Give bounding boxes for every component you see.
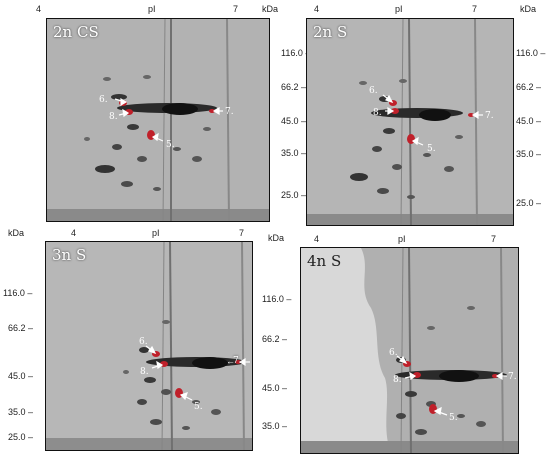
gel-panel-4n-s: 6. 8. 5. 7. 4n S [300,247,519,454]
mw-marker: 35.0 – [262,421,288,431]
mw-marker: 35.0 – [8,407,34,417]
spot-5 [407,134,415,144]
spot-label-6: 6. [389,348,398,358]
mw-marker: 25.0 – [281,190,307,200]
spot-7 [492,374,498,378]
arrow-7: ← [226,356,235,366]
mw-marker: 45.0 – [8,371,34,381]
mw-marker: 25.0 – [8,432,34,442]
panel-title: 2n CS [53,23,99,41]
spot-label-8: 8. [393,375,402,385]
spot-label-5: 5. [194,402,203,412]
mw-marker: 45.0 – [262,383,288,393]
mw-marker: 66.2 – [516,82,542,92]
spot-label-8: 8. [373,108,382,118]
panel3-pi-high: 7 [239,228,245,238]
mw-marker: 66.2 – [262,334,288,344]
gel-panel-2n-cs: 6. 8. 5. 7. 2n CS [46,18,270,222]
panel2-pi-low: 4 [314,4,320,14]
spot-label-5: 5. [427,144,436,154]
spot-7 [209,109,215,113]
panel4-pi-label: pI [398,234,406,244]
spot-label-6: 6. [139,337,148,347]
spot-label-7: 7. [233,356,242,366]
panel-title: 3n S [52,246,87,264]
spot-label-7: 7. [225,107,234,117]
gel-panel-2n-s: 6. 8. 5. 7. 2n S [306,18,514,226]
spot-label-6: 6. [369,86,378,96]
mw-marker: 35.0 – [516,149,542,159]
gel-image: 6. 8. 5. 7. [307,19,513,225]
mw-marker: 116.0 – [516,48,546,58]
panel2-pi-high: 7 [472,4,478,14]
mw-marker: 116.0 – [281,48,311,58]
mw-marker: 116.0 – [3,288,33,298]
spot-label-8: 8. [109,112,118,122]
panel1-pi-low: 4 [36,4,42,14]
panel4-pi-high: 7 [491,234,497,244]
panel4-kda-label: kDa [268,233,285,243]
spot-label-8: 8. [140,367,149,377]
panel4-pi-low: 4 [314,234,320,244]
panel3-pi-label: pI [152,228,160,238]
panel1-kda-label: kDa [262,4,279,14]
mw-marker: 66.2 – [281,82,307,92]
spot-label-6: 6. [99,95,108,105]
mw-marker: 116.0 – [262,294,292,304]
panel2-kda-label: kDa [520,4,537,14]
mw-marker: 25.0 – [516,198,542,208]
spot-7 [235,360,241,364]
panel3-pi-low: 4 [71,228,77,238]
panel-title: 4n S [307,252,342,270]
panel1-pi-high: 7 [233,4,239,14]
mw-marker: 35.0 – [281,148,307,158]
panel2-pi-label: pI [395,4,403,14]
spot-5 [429,404,437,414]
spot-label-7: 7. [485,111,494,121]
mw-marker: 45.0 – [516,116,542,126]
spot-5 [147,130,155,140]
gel-image: 6. 8. 5. [46,242,252,450]
gel-panel-3n-s: 6. 8. 5. 3n S [45,241,253,451]
spot-label-5: 5. [166,140,175,150]
spot-label-5: 5. [449,413,458,423]
panel3-kda-label: kDa [8,228,25,238]
mw-marker: 66.2 – [8,323,34,333]
gel-image: 6. 8. 5. 7. [301,248,518,453]
panel1-pi-label: pI [148,4,156,14]
spot-7 [468,113,474,117]
gel-image: 6. 8. 5. 7. [47,19,269,221]
panel-title: 2n S [313,23,348,41]
spot-8 [391,108,399,114]
spot-label-7: 7. [508,372,517,382]
mw-marker: 45.0 – [281,116,307,126]
